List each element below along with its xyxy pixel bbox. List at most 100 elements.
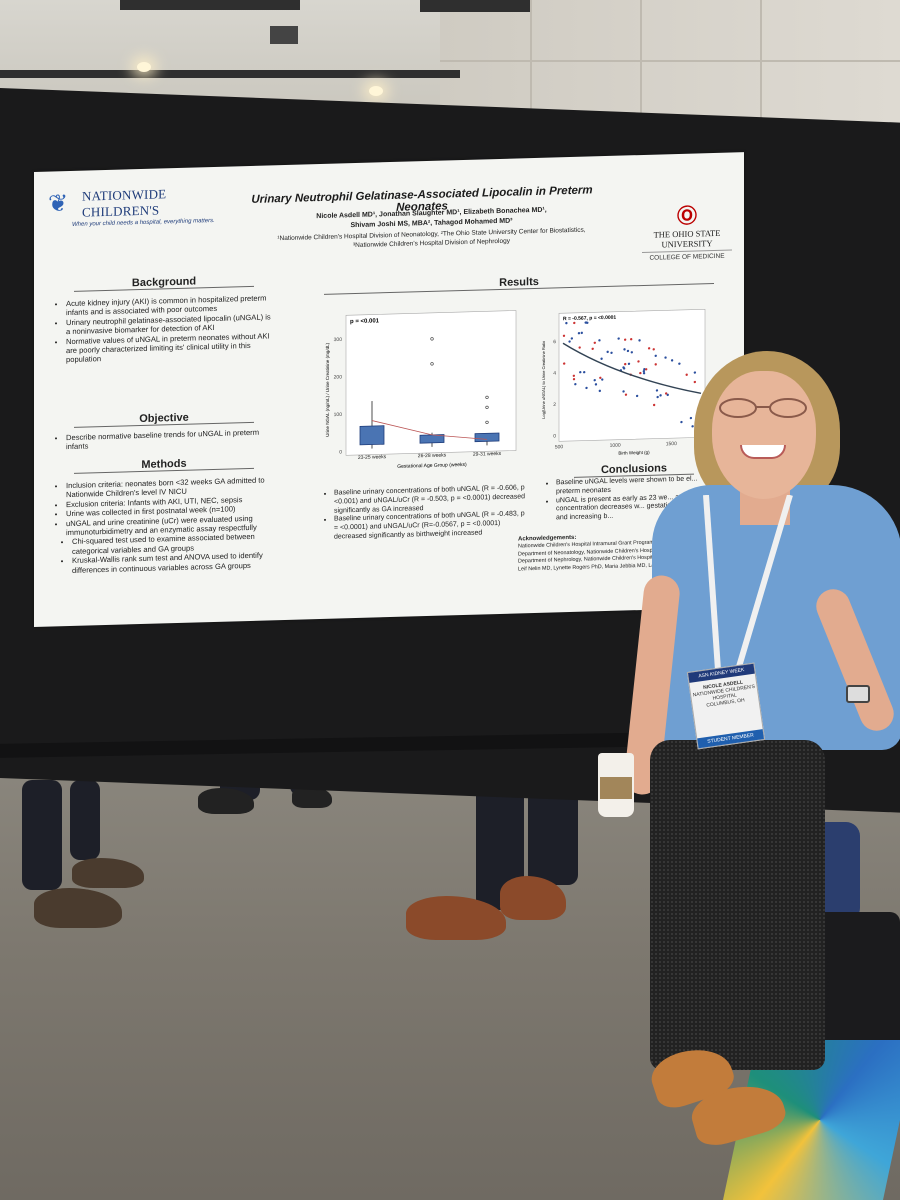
sneaker: [198, 788, 254, 814]
butterfly-icon: ❦: [48, 190, 69, 218]
scatter-point: [623, 338, 627, 341]
shoe: [72, 858, 144, 888]
person-leg: [22, 780, 62, 890]
scatter-point: [593, 378, 596, 382]
scatter-point: [584, 321, 587, 324]
scatter-point: [623, 348, 626, 351]
scatter-point: [585, 386, 588, 390]
coffee-cup: [598, 753, 634, 817]
scatter-point: [579, 370, 582, 374]
chart1-ylabel: Urine NGAL (ng/mL) / Urine Creatinine (m…: [325, 342, 330, 436]
scatter-point: [685, 373, 688, 376]
scatter-point: [654, 354, 657, 357]
ceiling-beam: [420, 0, 530, 12]
scatter-point: [562, 362, 566, 365]
x-tick-label: 1500: [666, 441, 677, 447]
scatter-point: [656, 395, 659, 399]
presenter: ASN KIDNEY WEEK NICOLE ASDELL NATIONWIDE…: [590, 345, 900, 1165]
lanyard: [703, 495, 793, 671]
person-leg: [70, 780, 100, 860]
results-heading: Results: [324, 271, 714, 295]
scatter-point: [642, 369, 646, 373]
shoe: [34, 888, 122, 928]
scatter-point: [582, 371, 586, 374]
scatter-point: [627, 362, 631, 365]
x-tick-label: 23-25 weeks: [358, 454, 387, 461]
outlier-point: [485, 405, 489, 409]
box: [359, 425, 385, 446]
outlier-point: [430, 337, 434, 341]
x-tick-label: 26-28 weeks: [418, 452, 447, 459]
scatter-point: [629, 338, 633, 341]
scatter-point: [594, 383, 598, 386]
scatter-point: [647, 347, 651, 350]
x-tick-label: 500: [555, 444, 564, 450]
objective-list: Describe normative baseline trends for u…: [54, 427, 271, 452]
scatter-point: [598, 339, 601, 342]
block-o-icon: Ⓞ: [677, 205, 697, 229]
scatter-point: [691, 425, 694, 428]
scatter-point: [626, 349, 630, 353]
glasses-icon: [719, 398, 807, 418]
y-tick-label: 6: [553, 339, 556, 345]
ceiling-light: [137, 62, 151, 72]
y-tick-label: 0: [339, 449, 342, 455]
scatter-point: [655, 389, 659, 392]
ceiling-beam: [0, 70, 460, 78]
scatter-point: [664, 356, 667, 359]
patterned-pants: [650, 740, 825, 1070]
scatter-point: [601, 378, 604, 381]
scatter-point: [654, 363, 657, 366]
scatter-point: [630, 351, 634, 354]
background-heading: Background: [74, 273, 254, 292]
results-list: Baseline urinary concentrations of both …: [324, 484, 529, 543]
brown-shoe: [406, 896, 506, 940]
chart1-xlabel: Gestational Age Group (weeks): [397, 462, 467, 470]
chart2-ylabel: Log(Urine uNGAL) to Urine Creatinine Rat…: [541, 340, 546, 419]
ceiling-light: [369, 86, 383, 96]
scatter-point: [606, 350, 609, 354]
scatter-point: [572, 377, 576, 381]
y-tick-label: 4: [553, 371, 556, 377]
scatter-point: [578, 346, 581, 349]
ceiling-beam: [120, 0, 300, 10]
scatter-point: [600, 357, 603, 360]
trend-line: [562, 342, 702, 395]
smartwatch-icon: [846, 685, 870, 703]
scatter-point: [598, 389, 602, 393]
scatter-point: [573, 321, 576, 325]
ceiling-speaker: [270, 26, 298, 44]
nationwide-childrens-logo: ❦ NATIONWIDE CHILDREN'S When your child …: [48, 186, 215, 228]
scatter-point: [652, 348, 655, 351]
ohio-state-logo: Ⓞ THE OHIO STATE UNIVERSITY COLLEGE OF M…: [642, 199, 732, 263]
y-tick-label: 0: [553, 433, 556, 439]
scatter-point: [562, 334, 566, 337]
scatter-point: [593, 341, 596, 344]
scatter-point: [678, 362, 681, 365]
background-list: Acute kidney injury (AKI) is common in h…: [54, 293, 271, 365]
scatter-point: [568, 340, 571, 343]
scatter-point: [689, 416, 693, 420]
name-badge: ASN KIDNEY WEEK NICOLE ASDELL NATIONWIDE…: [686, 662, 766, 750]
scatter-point: [610, 351, 613, 354]
scatter-point: [565, 321, 568, 325]
methods-heading: Methods: [74, 455, 254, 474]
outlier-point: [485, 395, 489, 399]
plot-area: [345, 310, 517, 456]
scatter-point: [637, 360, 640, 363]
scatter-point: [680, 420, 683, 424]
scatter-point: [599, 376, 602, 379]
scatter-point: [574, 382, 577, 386]
scatter-point: [664, 392, 668, 395]
scatter-point: [645, 368, 648, 371]
y-tick-label: 200: [334, 374, 343, 380]
scatter-point: [624, 393, 628, 396]
scatter-point: [693, 371, 697, 374]
box: [474, 432, 500, 443]
y-tick-label: 2: [553, 402, 556, 408]
scatter-point: [643, 368, 646, 371]
research-poster: ❦ NATIONWIDE CHILDREN'S When your child …: [34, 152, 744, 627]
x-tick-label: 1000: [610, 443, 621, 449]
scatter-point: [642, 372, 646, 375]
boxplot-chart: p = <0.001 300 200 100 0 23-25 weeks 26-28 w…: [325, 310, 517, 470]
